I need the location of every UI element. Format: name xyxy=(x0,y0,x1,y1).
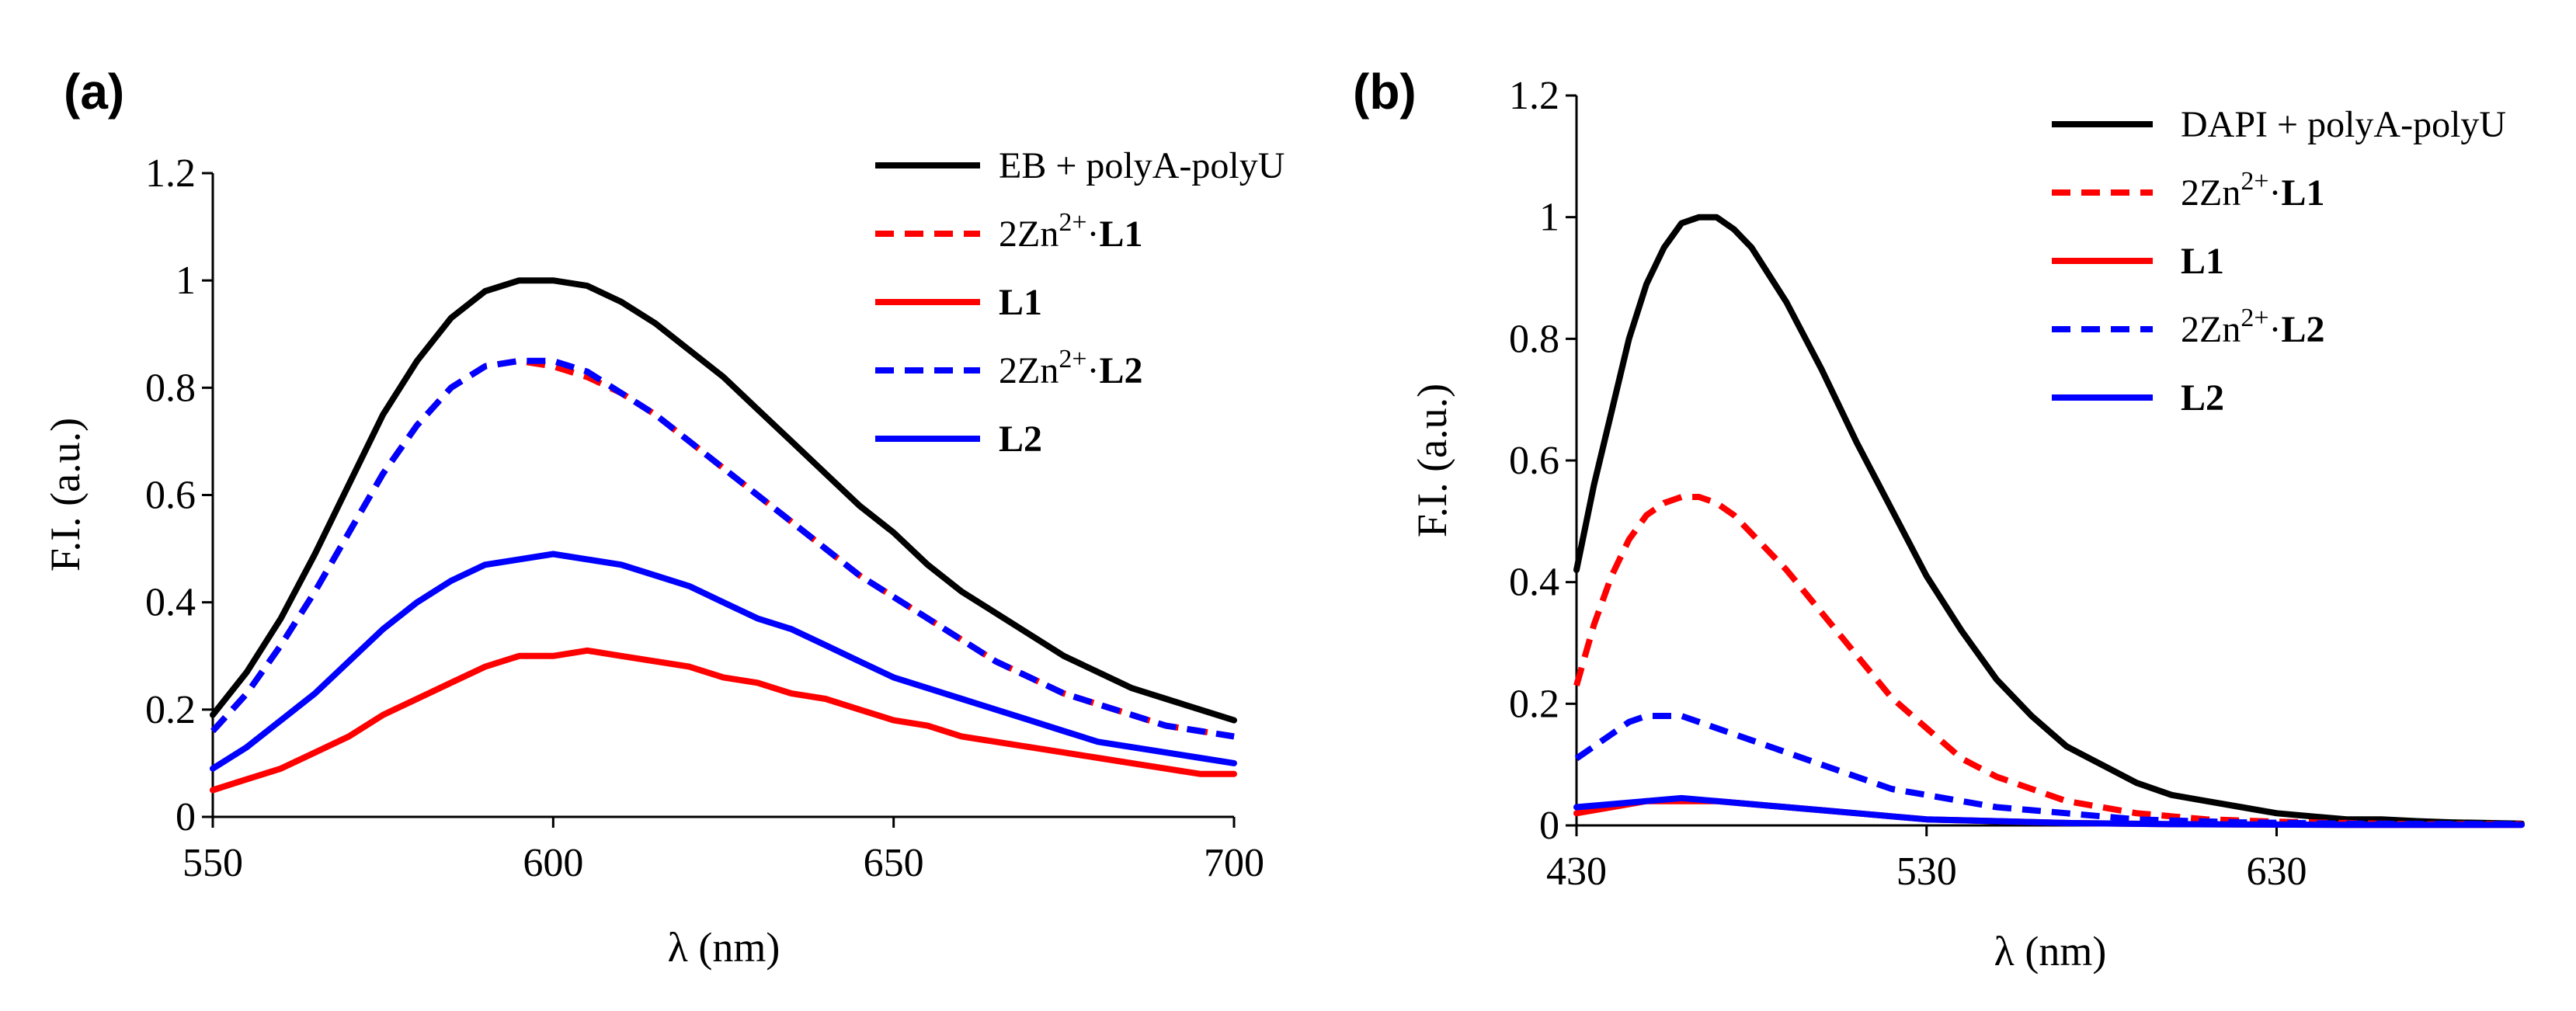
legend-text-prefix: 2Zn xyxy=(2181,172,2241,214)
legend-text-bold: L2 xyxy=(1100,350,1143,391)
y-axis-title: F.I. (a.u.) xyxy=(1409,384,1455,537)
x-axis-title: λ (nm) xyxy=(1994,928,2107,975)
y-tick-label: 0.8 xyxy=(145,366,196,410)
y-tick-label: 1.2 xyxy=(145,151,196,196)
y-tick-label: 0.2 xyxy=(145,688,196,732)
y-axis-title: F.I. (a.u.) xyxy=(42,418,89,572)
legend-text-dot: · xyxy=(1087,214,1100,255)
x-tick-label: 600 xyxy=(523,841,583,885)
legend-text-bold: L1 xyxy=(1100,214,1143,255)
y-tick-label: 0.4 xyxy=(1509,561,1559,605)
series-line-2 xyxy=(210,647,1237,794)
legend-entry-4: L2 xyxy=(999,419,1042,460)
series-line-1 xyxy=(1573,494,2522,828)
y-tick-label: 1 xyxy=(1539,196,1559,240)
legend-text-bold: L1 xyxy=(999,282,1042,323)
series-line-3 xyxy=(210,357,1235,740)
legend-text-prefix: EB + polyA-polyU xyxy=(999,145,1285,186)
y-tick-label: 0 xyxy=(1539,804,1559,848)
legend-text-superscript: 2+ xyxy=(2241,304,2268,332)
y-tick-label: 1 xyxy=(176,259,196,303)
y-tick-label: 0.2 xyxy=(1509,682,1559,726)
legend-entry-1: 2Zn2+·L1 xyxy=(999,208,1143,255)
x-tick-label: 530 xyxy=(1896,849,1957,894)
y-tick-label: 0.6 xyxy=(145,474,196,518)
legend-text-prefix: DAPI + polyA-polyU xyxy=(2181,104,2506,145)
legend-entry-4: L2 xyxy=(2181,377,2224,419)
y-tick-label: 0.4 xyxy=(145,581,196,625)
y-tick-label: 0.8 xyxy=(1509,317,1559,361)
y-tick-label: 1.2 xyxy=(1509,74,1559,118)
x-tick-label: 650 xyxy=(864,841,924,885)
legend-text-superscript: 2+ xyxy=(1059,208,1086,237)
chart-panel-b: (b) 0 0.2 0.4 0.6 0.8 1 1.2 430 530 630 λ (nm) F.I. … xyxy=(1353,64,2525,975)
legend-entry-2: L1 xyxy=(2181,241,2224,282)
series-line-3 xyxy=(1574,713,2522,828)
series-line-4 xyxy=(210,551,1237,772)
legend-entry-3: 2Zn2+·L2 xyxy=(2181,304,2325,350)
panel-label: (b) xyxy=(1353,64,1417,120)
legend-entry-1: 2Zn2+·L1 xyxy=(2181,167,2325,214)
series-line-0 xyxy=(210,277,1237,724)
x-tick-label: 630 xyxy=(2246,849,2307,894)
legend-text-dot: · xyxy=(2269,309,2282,350)
y-tick-label: 0 xyxy=(176,795,196,839)
legend-text-bold: L2 xyxy=(999,419,1042,460)
legend-text-bold: L1 xyxy=(2181,241,2224,282)
x-tick-label: 550 xyxy=(183,841,243,885)
legend-text-prefix: 2Zn xyxy=(2181,309,2241,350)
legend-text-superscript: 2+ xyxy=(2241,167,2268,196)
legend-entry-2: L1 xyxy=(999,282,1042,323)
legend-entry-0: DAPI + polyA-polyU xyxy=(2181,104,2506,145)
y-tick-label: 0.6 xyxy=(1509,439,1559,483)
panel-label: (a) xyxy=(64,64,124,120)
x-axis-title: λ (nm) xyxy=(668,924,780,971)
series-line-4 xyxy=(1573,794,2525,829)
legend-text-prefix: 2Zn xyxy=(999,214,1059,255)
legend-text-bold: L2 xyxy=(2181,377,2224,419)
legend-text-dot: · xyxy=(1087,350,1100,391)
chart-panel-a: (a) 0 0.2 0.4 0.6 0.8 1 1.2 550 600 650 700 λ (nm) F.… xyxy=(42,64,1285,971)
legend-text-bold: L1 xyxy=(2282,172,2325,214)
legend-text-bold: L2 xyxy=(2282,309,2325,350)
legend-entry-0: EB + polyA-polyU xyxy=(999,145,1285,186)
legend-text-dot: · xyxy=(2269,172,2282,214)
legend-text-prefix: 2Zn xyxy=(999,350,1059,391)
legend-entry-3: 2Zn2+·L2 xyxy=(999,345,1143,391)
x-tick-label: 700 xyxy=(1204,841,1264,885)
x-tick-label: 430 xyxy=(1546,849,1607,894)
series-line-0 xyxy=(1573,214,2525,827)
legend-text-superscript: 2+ xyxy=(1059,345,1086,373)
